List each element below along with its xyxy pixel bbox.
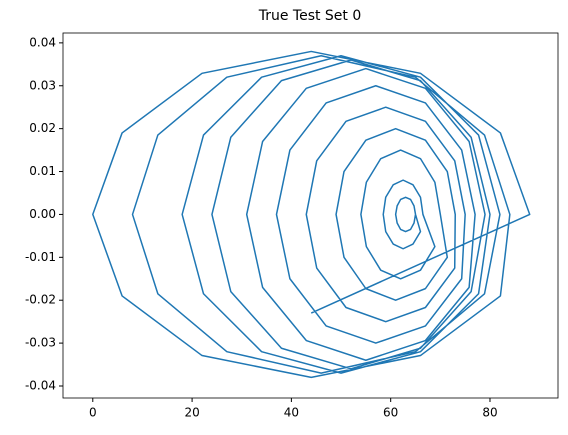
plot-frame (62, 32, 559, 399)
y-tick-label: 0.04 (29, 35, 56, 49)
y-tick-label: -0.03 (25, 336, 56, 350)
chart-title: True Test Set 0 (258, 8, 362, 24)
line (92, 50, 531, 379)
x-tick-label: 0 (89, 406, 97, 420)
x-tick-label: 40 (284, 406, 299, 420)
y-tick-label: -0.02 (25, 293, 56, 307)
y-tick-label: 0.00 (29, 207, 56, 221)
y-tick-label: -0.04 (25, 378, 56, 392)
x-tick-label: 20 (184, 406, 199, 420)
y-tick-label: 0.03 (29, 78, 56, 92)
y-tick-label: 0.02 (29, 121, 56, 135)
y-tick-label: 0.01 (29, 164, 56, 178)
x-tick-label: 60 (383, 406, 398, 420)
x-tick-label: 80 (482, 406, 497, 420)
y-tick-label: -0.01 (25, 250, 56, 264)
